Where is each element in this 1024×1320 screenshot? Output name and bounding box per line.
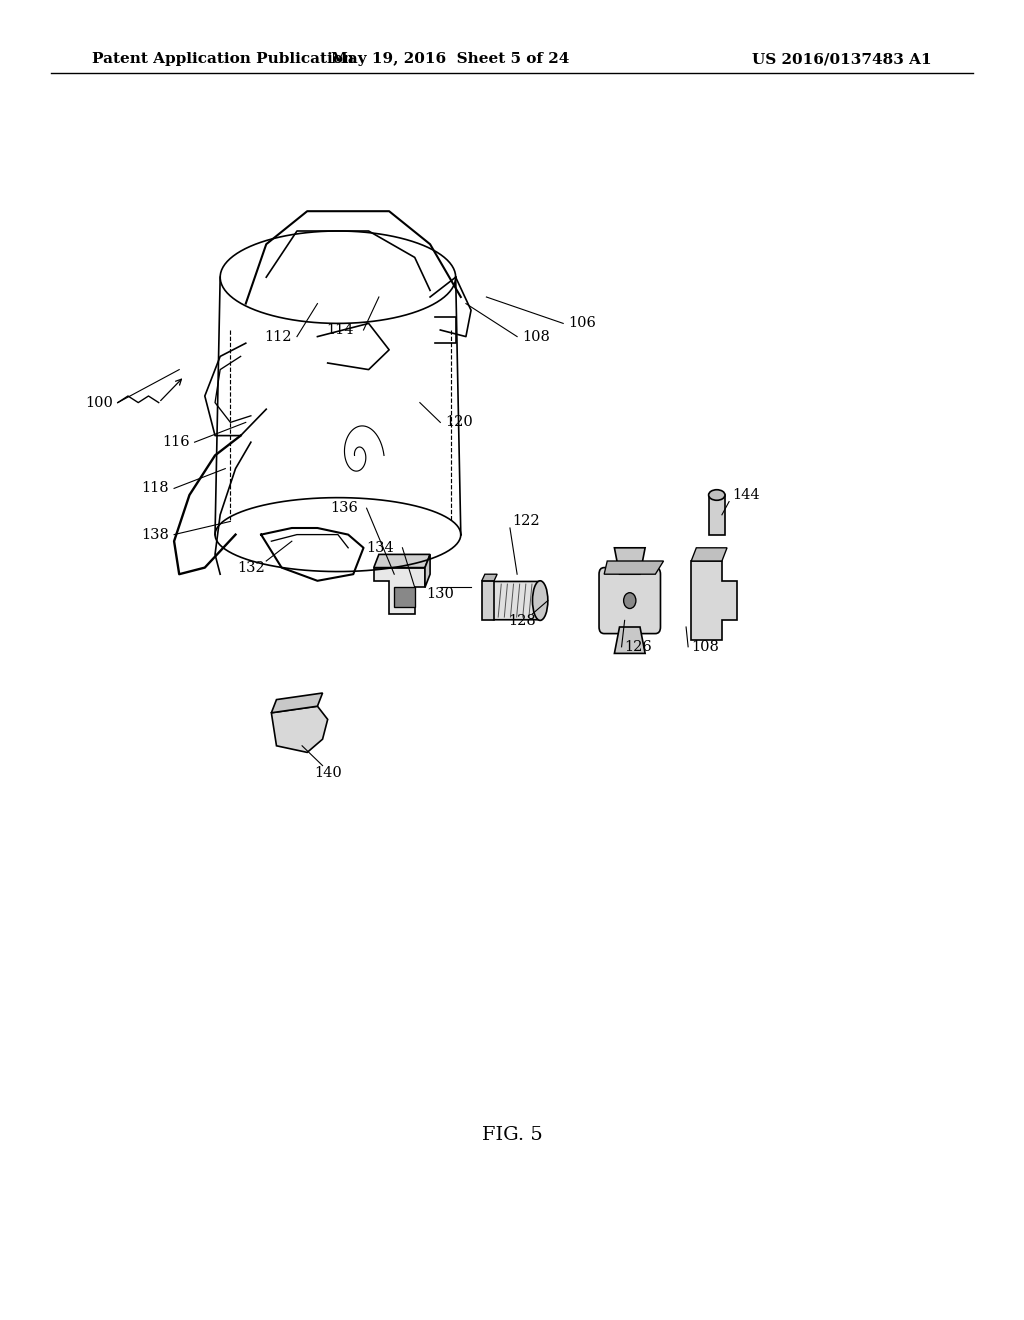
Bar (709, 495, 725, 535)
Polygon shape (481, 574, 498, 581)
Ellipse shape (624, 593, 636, 609)
Text: 136: 136 (331, 502, 358, 515)
Polygon shape (614, 627, 645, 653)
Ellipse shape (709, 490, 725, 500)
Polygon shape (691, 561, 737, 640)
Text: 100: 100 (85, 396, 113, 409)
Polygon shape (271, 693, 323, 713)
Text: 134: 134 (367, 541, 394, 554)
Polygon shape (394, 587, 415, 607)
Text: 112: 112 (264, 330, 292, 343)
Text: 120: 120 (445, 416, 473, 429)
Text: 118: 118 (141, 482, 169, 495)
Ellipse shape (532, 581, 548, 620)
Text: FIG. 5: FIG. 5 (481, 1126, 543, 1144)
Polygon shape (481, 581, 494, 620)
FancyBboxPatch shape (599, 568, 660, 634)
Text: 122: 122 (512, 515, 540, 528)
Polygon shape (604, 561, 664, 574)
Polygon shape (691, 548, 727, 561)
Text: 140: 140 (313, 766, 342, 780)
Text: 108: 108 (522, 330, 550, 343)
Text: 126: 126 (625, 640, 652, 653)
Polygon shape (425, 554, 430, 587)
Text: 128: 128 (508, 614, 537, 628)
Text: 130: 130 (426, 587, 455, 602)
Text: May 19, 2016  Sheet 5 of 24: May 19, 2016 Sheet 5 of 24 (332, 53, 569, 66)
Text: 116: 116 (162, 436, 189, 449)
Text: 114: 114 (326, 323, 353, 337)
Text: 132: 132 (237, 561, 265, 574)
FancyBboxPatch shape (492, 581, 543, 619)
Text: 108: 108 (691, 640, 719, 653)
Polygon shape (271, 706, 328, 752)
Text: Patent Application Publication: Patent Application Publication (92, 53, 354, 66)
Text: 138: 138 (141, 528, 169, 541)
Text: 144: 144 (732, 488, 760, 502)
Polygon shape (614, 548, 645, 574)
Polygon shape (374, 568, 425, 614)
Text: US 2016/0137483 A1: US 2016/0137483 A1 (753, 53, 932, 66)
Text: 106: 106 (568, 317, 596, 330)
Polygon shape (374, 554, 430, 568)
